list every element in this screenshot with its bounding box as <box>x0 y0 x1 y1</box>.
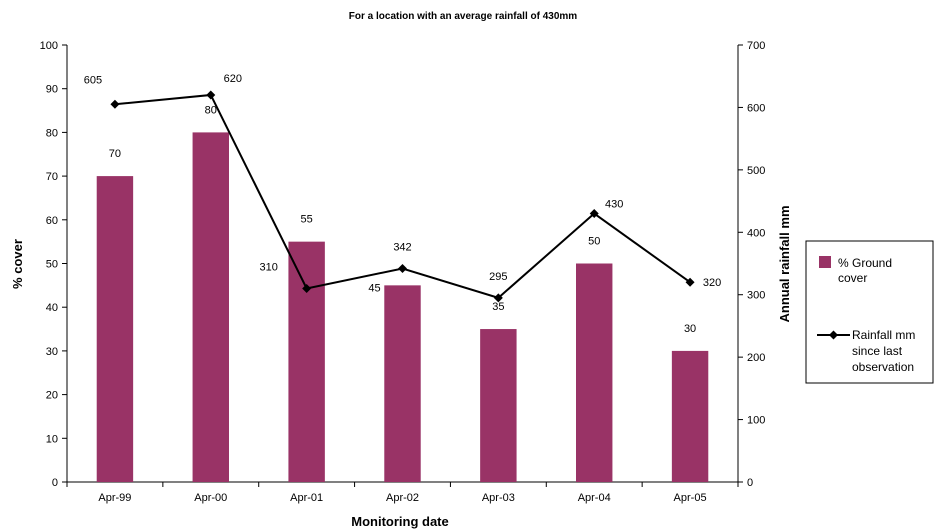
bar-data-label: 55 <box>301 214 313 226</box>
line-data-label: 430 <box>605 199 623 211</box>
x-tick-label: Apr-01 <box>290 492 323 504</box>
chart-title: For a location with an average rainfall … <box>349 11 578 22</box>
y-tick-label: 10 <box>46 433 58 445</box>
line-data-label: 295 <box>489 271 507 283</box>
y-axis-label: % cover <box>10 239 25 289</box>
line-point <box>493 293 503 303</box>
x-tick-label: Apr-04 <box>578 492 611 504</box>
line-point <box>398 263 407 273</box>
y2-tick-label: 600 <box>747 102 765 114</box>
line-point <box>110 99 120 109</box>
bar <box>192 132 229 482</box>
y-tick-label: 50 <box>46 259 58 271</box>
line-data-label: 320 <box>703 277 721 289</box>
y2-tick-label: 700 <box>747 40 765 52</box>
y-tick-label: 20 <box>46 390 58 402</box>
bar-data-label: 30 <box>684 323 696 335</box>
y-tick-label: 90 <box>46 84 58 96</box>
line-data-label: 310 <box>259 261 277 273</box>
y2-tick-label: 400 <box>747 227 765 239</box>
legend-bar-swatch <box>819 256 831 268</box>
y-tick-label: 70 <box>46 171 58 183</box>
bar <box>96 176 134 482</box>
bar <box>576 263 613 482</box>
y-tick-label: 80 <box>46 127 58 139</box>
bar-data-label: 45 <box>368 282 380 294</box>
line-data-label: 605 <box>84 74 102 86</box>
y2-tick-label: 200 <box>747 352 765 364</box>
bar-data-label: 80 <box>205 104 217 116</box>
y-tick-label: 60 <box>46 215 58 227</box>
bar-data-label: 70 <box>109 148 121 160</box>
legend-line-marker <box>829 330 838 340</box>
bar <box>288 241 325 482</box>
x-tick-label: Apr-99 <box>98 492 131 504</box>
y-tick-label: 30 <box>46 346 58 358</box>
bar <box>480 329 517 482</box>
bar-data-label: 50 <box>588 236 600 248</box>
y2-tick-label: 300 <box>747 290 765 302</box>
legend-bar-label: % Ground <box>838 256 892 270</box>
legend-line-label: since last <box>852 344 903 358</box>
line-point <box>206 90 216 100</box>
line-point <box>302 283 312 293</box>
y-tick-label: 0 <box>52 477 58 489</box>
x-axis-label: Monitoring date <box>351 514 449 529</box>
plot-area: 0 10 20 30 40 50 60 70 80 90 100 0 100 200 300 400 500 60… <box>40 40 766 504</box>
x-tick-label: Apr-03 <box>482 492 515 504</box>
y2-tick-label: 0 <box>747 477 753 489</box>
y2-axis-label: Annual rainfall mm <box>777 205 792 322</box>
line-data-label: 342 <box>393 241 411 253</box>
y2-tick-label: 500 <box>747 165 765 177</box>
legend-line-label: observation <box>852 360 914 374</box>
bar <box>671 350 709 482</box>
x-tick-label: Apr-00 <box>194 492 227 504</box>
x-tick-label: Apr-02 <box>386 492 419 504</box>
bar <box>384 285 421 482</box>
bar-data-label: 35 <box>492 301 504 313</box>
y-tick-label: 40 <box>46 302 58 314</box>
line-data-label: 620 <box>224 73 242 85</box>
line-point <box>589 209 599 219</box>
line-point <box>685 277 695 287</box>
y-tick-label: 100 <box>40 40 58 52</box>
x-tick-label: Apr-05 <box>674 492 707 504</box>
y2-tick-label: 100 <box>747 415 765 427</box>
legend-line-label: Rainfall mm <box>852 328 915 342</box>
legend-bar-label: cover <box>838 271 867 285</box>
